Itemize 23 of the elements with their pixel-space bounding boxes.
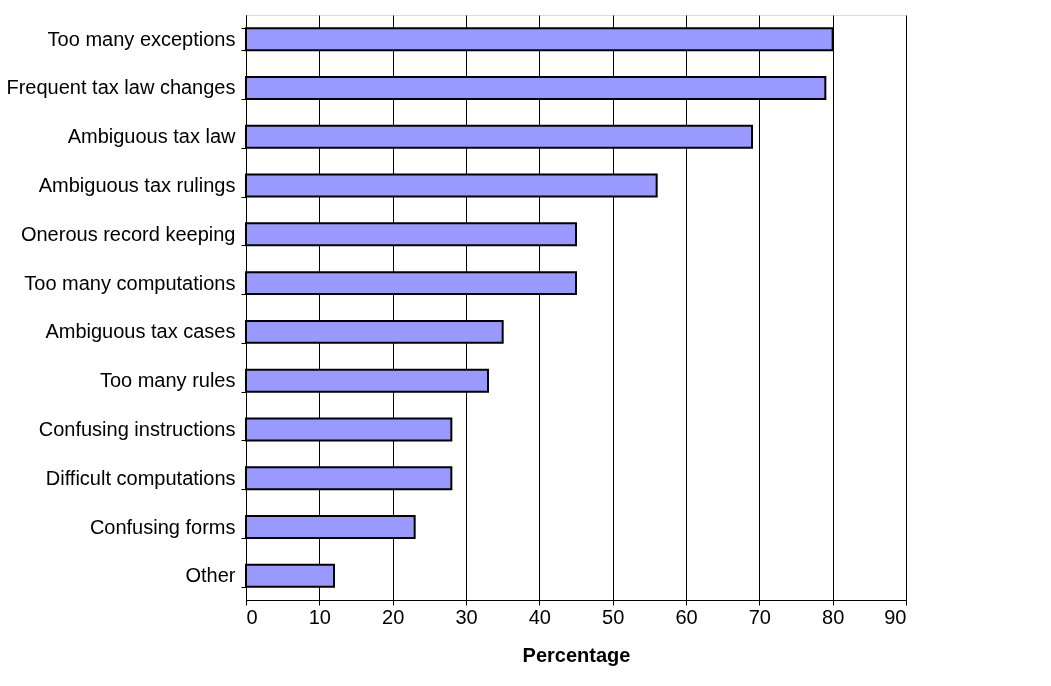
x-tick-label: 90	[884, 605, 907, 628]
y-tick-label: Ambiguous tax law	[67, 125, 237, 148]
y-tick-label: Ambiguous tax cases	[45, 320, 236, 343]
x-tick-label: 80	[822, 605, 845, 628]
y-tick-label: Difficult computations	[45, 466, 236, 489]
x-tick-label: 30	[455, 605, 478, 628]
y-tick-label: Confusing forms	[89, 515, 236, 538]
y-tick-label: Ambiguous tax rulings	[38, 174, 236, 197]
y-tick-label: Confusing instructions	[38, 417, 236, 440]
x-tick-label: 60	[675, 605, 698, 628]
y-tick-label: Other	[185, 564, 236, 587]
y-tick-label: Frequent tax law changes	[6, 76, 236, 99]
x-tick-label: 50	[602, 605, 625, 628]
x-tick-label: 40	[528, 605, 551, 628]
y-tick-label: Too many computations	[24, 271, 236, 294]
x-tick-label: 0	[246, 605, 258, 628]
y-tick-label: Too many rules	[99, 369, 236, 392]
x-tick-label: 10	[308, 605, 331, 628]
y-tick-label: Onerous record keeping	[20, 222, 236, 245]
x-axis-title: Percentage	[522, 643, 631, 666]
x-tick-label: 20	[382, 605, 405, 628]
y-tick-label: Too many exceptions	[47, 27, 236, 50]
x-tick-label: 70	[748, 605, 771, 628]
